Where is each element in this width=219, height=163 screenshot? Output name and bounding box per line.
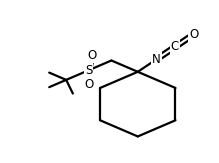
Text: N: N	[152, 53, 161, 66]
Text: C: C	[171, 40, 179, 53]
Text: S: S	[85, 64, 92, 77]
Text: O: O	[84, 78, 94, 91]
Text: O: O	[189, 28, 198, 41]
Text: O: O	[88, 49, 97, 62]
